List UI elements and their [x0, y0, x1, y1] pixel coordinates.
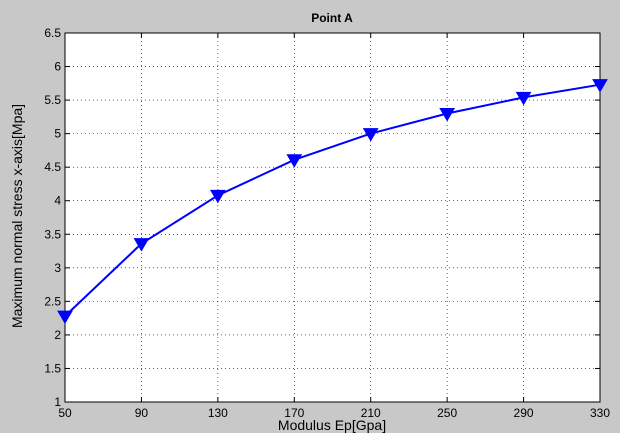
- chart-title: Point A: [311, 11, 353, 25]
- x-tick-label: 130: [208, 406, 228, 420]
- y-tick-label: 6: [54, 60, 61, 74]
- data-point-marker: [57, 310, 73, 325]
- y-tick-label: 2: [54, 328, 61, 342]
- data-point-marker: [209, 189, 226, 204]
- y-tick-label: 4: [54, 194, 61, 208]
- x-axis-label: Modulus Ep[Gpa]: [278, 417, 386, 433]
- plot-area: [65, 33, 600, 402]
- data-point-marker: [439, 108, 456, 122]
- series-group: [57, 79, 608, 325]
- x-tick-label: 90: [135, 406, 149, 420]
- x-tick-label: 290: [514, 406, 534, 420]
- grid-lines: [65, 33, 600, 402]
- x-tick-labels: 50 90 130 170 210 250 290 330: [58, 406, 610, 420]
- y-tick-label: 1.5: [44, 361, 61, 375]
- y-tick-label: 4.5: [44, 160, 61, 174]
- data-point-marker: [286, 154, 303, 168]
- y-tick-label: 6.5: [44, 26, 61, 40]
- y-tick-labels: 1 1.5 2 2.5 3 3.5 4 4.5 5 5.5 6 6.5: [44, 26, 61, 409]
- y-tick-label: 3: [54, 261, 61, 275]
- x-tick-label: 210: [361, 406, 381, 420]
- plot-frame: [64, 32, 601, 403]
- x-tick-label: 330: [590, 406, 610, 420]
- series-line: [64, 83, 601, 317]
- y-tick-label: 5: [54, 127, 61, 141]
- x-tick-label: 50: [58, 406, 72, 420]
- x-tick-label: 250: [437, 406, 457, 420]
- data-point-marker: [362, 128, 379, 142]
- data-point-marker: [133, 238, 150, 252]
- y-tick-label: 3.5: [44, 227, 61, 241]
- data-point-marker: [592, 79, 608, 93]
- data-point-marker: [515, 91, 532, 106]
- y-tick-label: 1: [54, 395, 61, 409]
- y-axis-label: Maximum normal stress x-axis[Mpa]: [9, 104, 25, 328]
- x-tick-label: 170: [284, 406, 304, 420]
- y-tick-label: 5.5: [44, 93, 61, 107]
- y-tick-label: 2.5: [44, 294, 61, 308]
